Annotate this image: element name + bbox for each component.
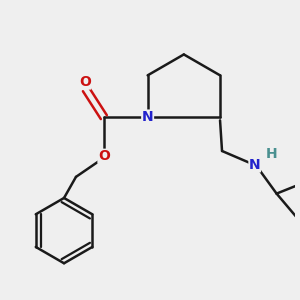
Text: H: H: [266, 147, 277, 161]
Text: O: O: [98, 149, 110, 163]
Text: N: N: [249, 158, 260, 172]
Text: N: N: [142, 110, 154, 124]
Text: O: O: [79, 75, 91, 89]
